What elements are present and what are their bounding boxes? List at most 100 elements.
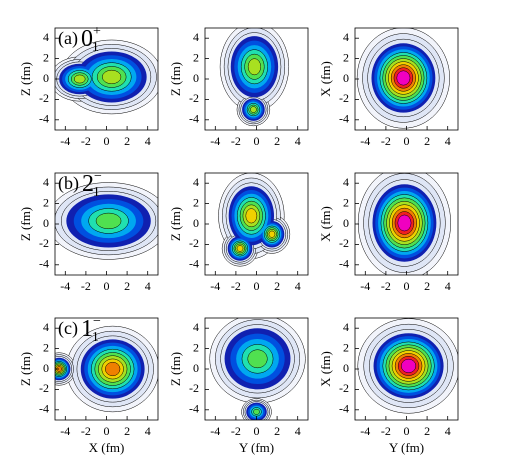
y-tick-label: 4 bbox=[193, 30, 199, 44]
x-tick-label: -4 bbox=[360, 279, 370, 293]
state-index: 1 bbox=[92, 40, 99, 55]
y-tick-label: 2 bbox=[43, 340, 49, 354]
x-tick-label: 4 bbox=[145, 279, 151, 293]
x-tick-label: -4 bbox=[210, 134, 220, 148]
y-tick-label: -2 bbox=[339, 236, 349, 250]
x-tick-label: 0 bbox=[404, 279, 410, 293]
y-axis-label: Z (fm) bbox=[168, 352, 183, 386]
y-tick-label: 2 bbox=[343, 340, 349, 354]
x-axis-label: Y (fm) bbox=[389, 440, 424, 455]
contour-level bbox=[397, 214, 412, 232]
x-tick-label: 4 bbox=[445, 279, 451, 293]
x-tick-label: -4 bbox=[60, 279, 70, 293]
contour-level bbox=[401, 358, 417, 373]
y-tick-label: 4 bbox=[193, 175, 199, 189]
x-axis-label: X (fm) bbox=[89, 440, 125, 455]
x-tick-label: 4 bbox=[295, 424, 301, 438]
y-tick-label: 0 bbox=[43, 361, 49, 375]
contour-level bbox=[268, 230, 276, 238]
y-tick-label: -4 bbox=[39, 112, 49, 126]
density-map bbox=[357, 173, 451, 275]
y-tick-label: -2 bbox=[339, 91, 349, 105]
density-map bbox=[55, 182, 158, 260]
x-tick-label: -4 bbox=[60, 134, 70, 148]
x-tick-label: 0 bbox=[104, 134, 110, 148]
density-map bbox=[55, 325, 158, 413]
y-tick-label: -2 bbox=[39, 381, 49, 395]
y-tick-label: 0 bbox=[343, 71, 349, 85]
x-tick-label: -2 bbox=[231, 279, 241, 293]
state-index: 1 bbox=[93, 185, 100, 200]
contour-level bbox=[247, 349, 268, 369]
y-tick-label: -4 bbox=[339, 257, 349, 271]
y-tick-label: -4 bbox=[339, 112, 349, 126]
contour-level bbox=[396, 70, 411, 86]
y-tick-label: -2 bbox=[189, 381, 199, 395]
x-tick-label: 0 bbox=[404, 134, 410, 148]
x-tick-label: -2 bbox=[231, 424, 241, 438]
state-index: 1 bbox=[92, 330, 99, 345]
y-tick-label: -2 bbox=[339, 381, 349, 395]
y-tick-label: 4 bbox=[343, 30, 349, 44]
x-tick-label: 2 bbox=[124, 279, 130, 293]
contour-level bbox=[95, 212, 122, 230]
x-tick-label: -4 bbox=[360, 134, 370, 148]
density-map bbox=[209, 318, 306, 420]
y-tick-label: 2 bbox=[193, 195, 199, 209]
x-tick-label: 4 bbox=[145, 424, 151, 438]
y-tick-label: 0 bbox=[43, 71, 49, 85]
state-parity: − bbox=[93, 314, 101, 329]
y-tick-label: 4 bbox=[43, 320, 49, 334]
y-tick-label: 2 bbox=[343, 50, 349, 64]
y-tick-label: -4 bbox=[189, 257, 199, 271]
y-tick-label: -2 bbox=[189, 91, 199, 105]
state-parity: + bbox=[93, 24, 101, 39]
x-tick-label: -4 bbox=[60, 424, 70, 438]
x-tick-label: -2 bbox=[81, 279, 91, 293]
contour-level bbox=[245, 208, 258, 224]
contour-level bbox=[250, 106, 257, 113]
x-tick-label: -2 bbox=[231, 134, 241, 148]
contour-level bbox=[73, 74, 86, 84]
y-tick-label: 2 bbox=[193, 50, 199, 64]
y-axis-label: X (fm) bbox=[318, 61, 333, 97]
x-tick-label: 2 bbox=[274, 424, 280, 438]
y-tick-label: 0 bbox=[193, 216, 199, 230]
x-tick-label: -2 bbox=[381, 279, 391, 293]
panel-letter: (c) bbox=[58, 318, 78, 339]
y-tick-label: 0 bbox=[193, 361, 199, 375]
y-tick-label: 4 bbox=[343, 175, 349, 189]
y-axis-label: Z (fm) bbox=[18, 207, 33, 241]
y-axis-label: Z (fm) bbox=[168, 207, 183, 241]
y-axis-label: X (fm) bbox=[318, 206, 333, 242]
density-map bbox=[356, 28, 450, 129]
y-tick-label: 2 bbox=[43, 50, 49, 64]
y-tick-label: 2 bbox=[43, 195, 49, 209]
panel-label: (a) 0+ 1 bbox=[58, 24, 101, 55]
x-tick-label: 0 bbox=[254, 424, 260, 438]
contour-level bbox=[253, 408, 260, 415]
contour-level bbox=[236, 245, 244, 252]
y-tick-label: 0 bbox=[343, 216, 349, 230]
x-tick-label: 2 bbox=[424, 424, 430, 438]
panel-letter: (a) bbox=[58, 28, 78, 49]
density-map bbox=[55, 39, 158, 115]
y-tick-label: -4 bbox=[39, 257, 49, 271]
y-tick-label: 0 bbox=[193, 71, 199, 85]
x-tick-label: 2 bbox=[424, 279, 430, 293]
y-axis-label: Z (fm) bbox=[18, 352, 33, 386]
x-tick-label: 2 bbox=[124, 134, 130, 148]
x-tick-label: 0 bbox=[104, 424, 110, 438]
y-tick-label: 0 bbox=[343, 361, 349, 375]
y-tick-label: -2 bbox=[189, 236, 199, 250]
density-map bbox=[218, 173, 291, 267]
x-tick-label: 0 bbox=[404, 424, 410, 438]
y-tick-label: -2 bbox=[39, 236, 49, 250]
contour-level bbox=[102, 69, 122, 85]
x-tick-label: 0 bbox=[104, 279, 110, 293]
y-tick-label: 4 bbox=[43, 175, 49, 189]
density-map bbox=[357, 318, 458, 414]
x-tick-label: -2 bbox=[81, 424, 91, 438]
state-spin: 0 bbox=[81, 26, 93, 52]
y-tick-label: 4 bbox=[343, 320, 349, 334]
